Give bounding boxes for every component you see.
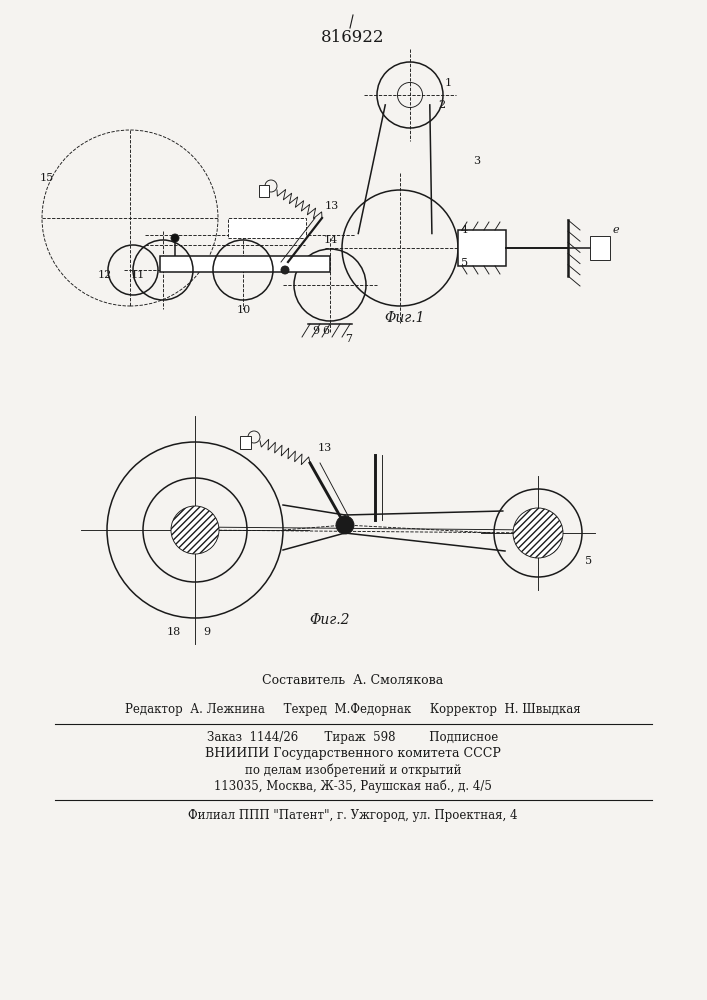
Text: е: е xyxy=(613,225,619,235)
Circle shape xyxy=(281,266,289,274)
Text: 3: 3 xyxy=(473,156,480,166)
Circle shape xyxy=(513,508,563,558)
Text: Заказ  1144/26       Тираж  598         Подписное: Заказ 1144/26 Тираж 598 Подписное xyxy=(207,732,498,744)
Text: Φиг.2: Φиг.2 xyxy=(310,613,350,627)
Text: 6: 6 xyxy=(322,326,329,336)
Bar xyxy=(160,256,330,272)
Text: 5: 5 xyxy=(461,258,468,268)
Text: 5: 5 xyxy=(585,556,592,566)
Text: 9: 9 xyxy=(203,627,210,637)
Text: 9: 9 xyxy=(312,326,319,336)
Bar xyxy=(228,218,306,238)
Text: Φиг.1: Φиг.1 xyxy=(385,311,425,325)
Text: 816922: 816922 xyxy=(321,29,385,46)
Text: 2: 2 xyxy=(438,100,445,110)
Text: 14: 14 xyxy=(324,235,338,245)
Bar xyxy=(259,185,269,197)
Text: по делам изобретений и открытий: по делам изобретений и открытий xyxy=(245,763,461,777)
Text: 13: 13 xyxy=(325,201,339,211)
Circle shape xyxy=(336,516,354,534)
Text: ВНИИПИ Государственного комитета СССР: ВНИИПИ Государственного комитета СССР xyxy=(205,748,501,760)
Text: 15: 15 xyxy=(40,173,54,183)
Text: 11: 11 xyxy=(131,270,145,280)
Circle shape xyxy=(171,234,179,242)
Circle shape xyxy=(171,506,219,554)
Text: 18: 18 xyxy=(167,627,181,637)
Text: 12: 12 xyxy=(98,270,112,280)
Bar xyxy=(590,236,610,260)
Bar xyxy=(458,230,506,266)
Text: 4: 4 xyxy=(461,225,468,235)
Bar xyxy=(240,436,251,449)
Text: 13: 13 xyxy=(318,443,332,453)
Text: 7: 7 xyxy=(345,334,352,344)
Text: Филиал ППП "Патент", г. Ужгород, ул. Проектная, 4: Филиал ППП "Патент", г. Ужгород, ул. Про… xyxy=(188,810,518,822)
Text: 1: 1 xyxy=(445,78,452,88)
Text: Редактор  А. Лежнина     Техред  М.Федорнак     Корректор  Н. Швыдкая: Редактор А. Лежнина Техред М.Федорнак Ко… xyxy=(125,704,581,716)
Text: 113035, Москва, Ж-35, Раушская наб., д. 4/5: 113035, Москва, Ж-35, Раушская наб., д. … xyxy=(214,779,492,793)
Text: Составитель  А. Смолякова: Составитель А. Смолякова xyxy=(262,674,443,686)
Text: 10: 10 xyxy=(237,305,251,315)
